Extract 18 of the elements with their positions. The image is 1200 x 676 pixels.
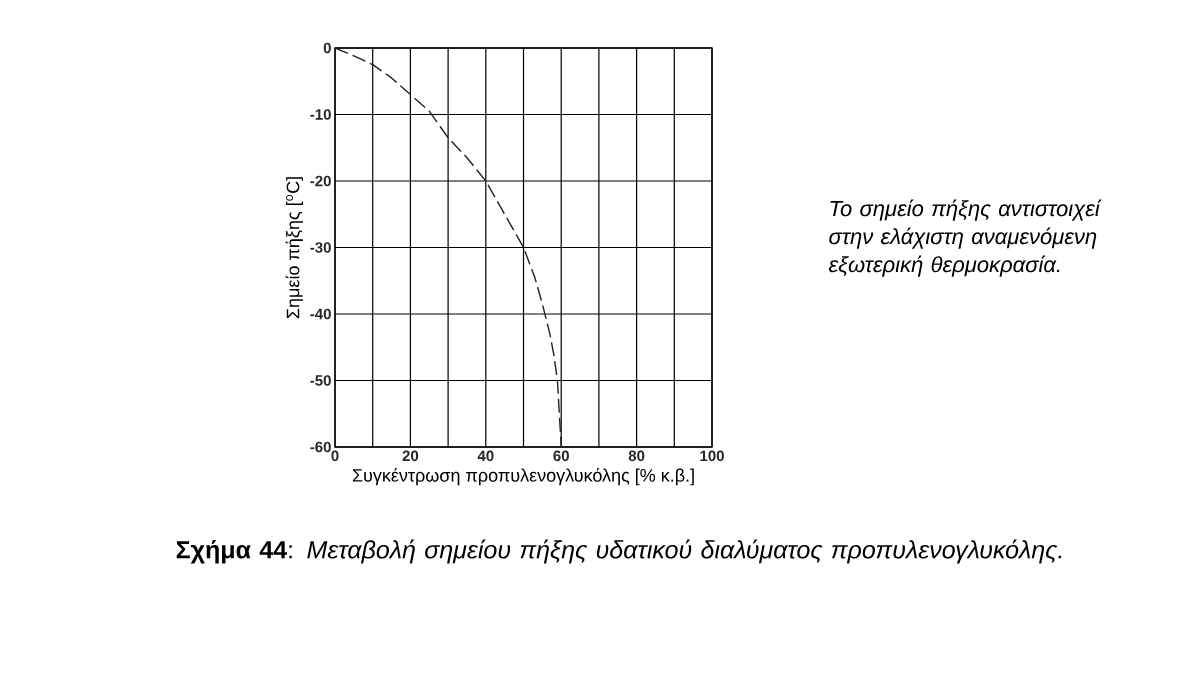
x-tick-label: 80 — [628, 450, 645, 462]
text: Το σημείο πήξης αντιστοιχεί στην ελάχιστη αναμενόμενη εξωτερική θερμοκρασία. — [828, 199, 1102, 277]
y-tick-label: 0 — [323, 42, 331, 54]
x-tick-label: 0 — [331, 450, 339, 462]
x-tick-label: 20 — [402, 450, 419, 462]
x-axis-title: Συγκέντρωση προπυλενογλυκόλης [% κ.β.] — [352, 468, 694, 486]
x-tick-label: 100 — [700, 450, 724, 462]
text: Σχήμα 44: Μεταβολή σημείου πήξης υδατικού διαλύματος προπυλενογλυκόλης. — [176, 539, 1062, 564]
y-tick-label: -60 — [310, 441, 331, 453]
y-tick-label: -30 — [310, 242, 331, 253]
x-tick-label: 40 — [477, 450, 494, 462]
x-tick-label: 60 — [553, 450, 569, 462]
line-series — [335, 47, 562, 447]
y-axis-title: Σημείο πήξης [$^{o}$C] — [285, 177, 303, 319]
y-tick-label: -20 — [310, 175, 331, 187]
y-tick-label: -50 — [310, 375, 331, 386]
y-tick-label: -10 — [310, 109, 331, 120]
y-tick-label: -40 — [310, 308, 331, 320]
